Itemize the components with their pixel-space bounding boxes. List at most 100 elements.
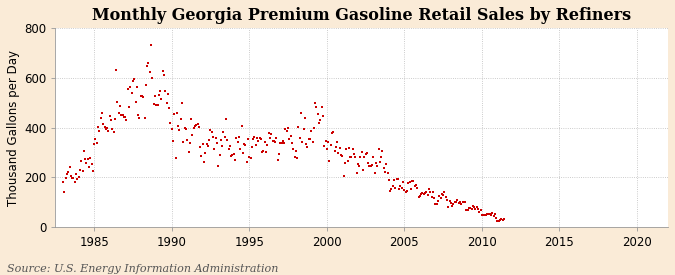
Point (102, 126, 113, 131)
Point (444, 198, 455, 203)
Point (176, 117, 186, 121)
Point (273, 152, 284, 156)
Point (151, 102, 161, 107)
Point (209, 147, 220, 152)
Point (161, 100, 172, 105)
Point (440, 195, 451, 199)
Point (356, 150, 367, 155)
Point (426, 194, 437, 199)
Point (371, 161, 381, 166)
Point (337, 153, 348, 158)
Point (479, 212, 490, 217)
Point (164, 106, 175, 111)
Point (80, 157, 90, 161)
Point (471, 205, 482, 210)
Point (272, 158, 283, 162)
Point (74, 167, 85, 172)
Point (121, 118, 132, 122)
Point (76, 159, 86, 163)
Point (113, 111, 124, 115)
Point (403, 181, 414, 185)
Point (248, 136, 259, 141)
Point (495, 218, 506, 222)
Point (310, 101, 321, 105)
Point (351, 170, 362, 175)
Point (204, 137, 215, 142)
Point (138, 95, 148, 100)
Y-axis label: Thousand Gallons per Day: Thousand Gallons per Day (7, 50, 20, 205)
Point (279, 141, 290, 145)
Point (420, 191, 431, 196)
Point (284, 137, 295, 142)
Point (182, 138, 192, 143)
Point (218, 130, 229, 134)
Point (111, 68, 122, 72)
Point (306, 128, 317, 133)
Point (465, 206, 476, 210)
Point (86, 162, 97, 166)
Point (283, 126, 294, 131)
Point (452, 198, 463, 202)
Point (101, 127, 111, 131)
Point (350, 155, 360, 159)
Point (214, 153, 225, 157)
Point (74, 175, 84, 180)
Point (338, 173, 349, 178)
Point (163, 91, 173, 96)
Point (400, 189, 411, 194)
Point (280, 127, 291, 131)
Point (489, 212, 500, 216)
Point (402, 188, 412, 193)
Point (107, 127, 117, 131)
Point (194, 125, 205, 129)
Point (364, 164, 375, 168)
Point (275, 141, 286, 145)
Point (271, 136, 282, 141)
Point (169, 111, 180, 116)
Point (89, 142, 100, 146)
Point (407, 179, 418, 184)
Point (232, 140, 243, 144)
Point (288, 147, 298, 152)
Point (70, 180, 80, 185)
Point (464, 206, 475, 210)
Point (238, 150, 248, 155)
Point (429, 196, 439, 200)
Point (77, 169, 88, 174)
Point (183, 150, 194, 155)
Point (174, 128, 185, 132)
Point (462, 208, 473, 212)
Point (417, 191, 428, 196)
Point (368, 155, 379, 160)
Point (454, 201, 464, 205)
Text: Source: U.S. Energy Information Administration: Source: U.S. Energy Information Administ… (7, 264, 278, 274)
Point (334, 146, 345, 151)
Point (286, 141, 297, 146)
Point (71, 172, 82, 176)
Point (355, 155, 366, 159)
Point (207, 130, 217, 134)
Point (390, 185, 401, 190)
Point (358, 168, 369, 172)
Point (59, 190, 70, 194)
Point (311, 105, 322, 109)
Point (245, 156, 256, 161)
Point (221, 117, 232, 121)
Point (377, 149, 388, 153)
Point (346, 155, 357, 159)
Point (327, 131, 338, 135)
Point (223, 147, 234, 152)
Point (481, 213, 491, 217)
Point (254, 136, 265, 140)
Point (236, 124, 247, 128)
Point (446, 201, 456, 205)
Point (307, 139, 318, 144)
Point (72, 177, 83, 181)
Point (348, 152, 359, 156)
Point (438, 193, 449, 197)
Point (435, 196, 446, 200)
Point (441, 198, 452, 202)
Point (227, 152, 238, 157)
Point (109, 117, 120, 121)
Point (197, 142, 208, 147)
